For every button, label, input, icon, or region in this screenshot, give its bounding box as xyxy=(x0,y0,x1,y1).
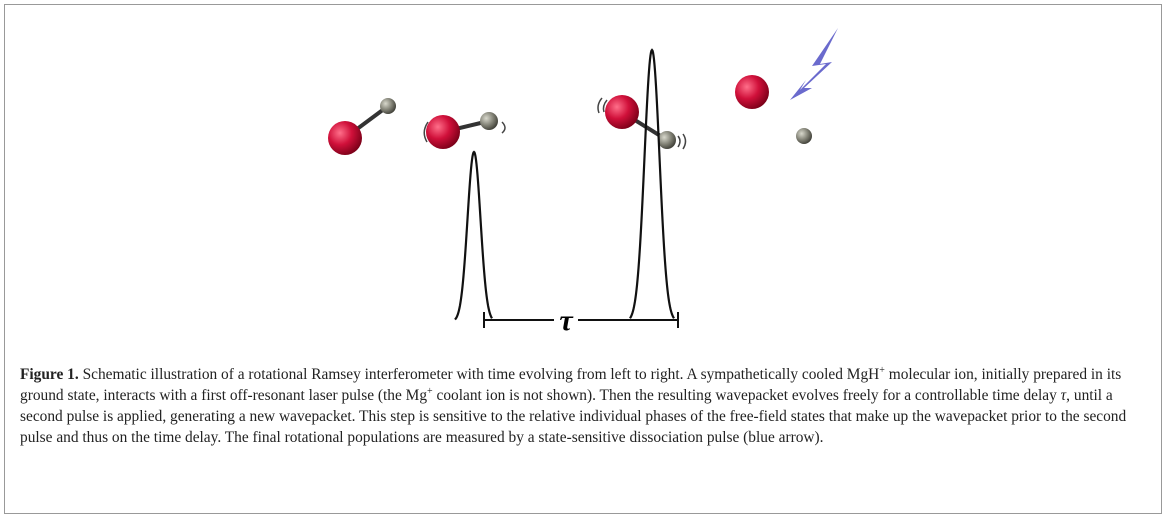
tau-label: τ xyxy=(559,304,574,337)
caption-text: Schematic illustration of a rotational R… xyxy=(78,366,880,383)
laser-pulses xyxy=(454,48,675,321)
superscript: + xyxy=(879,364,885,376)
diagram: τ xyxy=(328,28,838,337)
superscript: + xyxy=(427,385,433,397)
figure-frame xyxy=(4,4,1162,514)
caption-text: τ xyxy=(1060,387,1067,404)
delay-bracket xyxy=(483,312,679,328)
motion-marks xyxy=(423,97,687,150)
caption-text: molecular ion, initially prepared in its… xyxy=(20,366,1122,404)
caption-text: coolant ion is not shown). Then the resu… xyxy=(432,387,1061,404)
dissociation-arrow xyxy=(790,28,838,100)
atoms xyxy=(328,75,812,155)
caption: Figure 1. Schematic illustration of a ro… xyxy=(20,364,1150,448)
caption-label: Figure 1. xyxy=(20,366,79,383)
caption-text: , until a second pulse is applied, gener… xyxy=(20,387,1127,446)
